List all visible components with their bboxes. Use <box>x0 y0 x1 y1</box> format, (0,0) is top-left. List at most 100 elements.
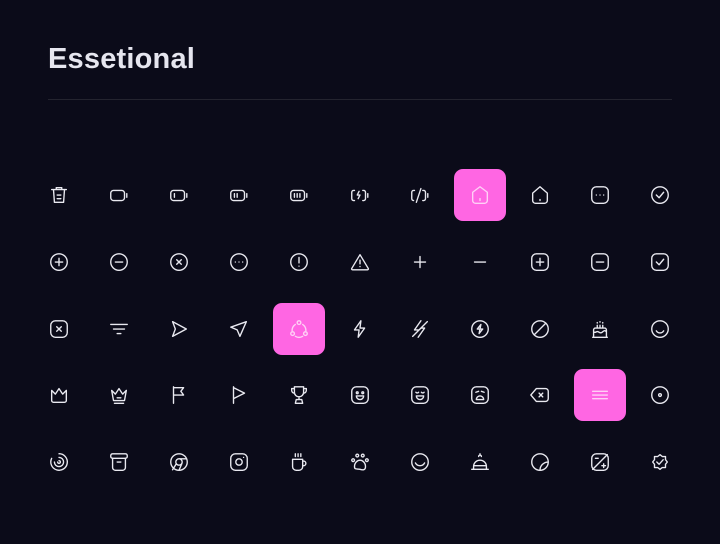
home-icon <box>471 186 489 204</box>
icon-tile-box <box>213 369 265 421</box>
coffee-icon <box>291 453 307 472</box>
icon-tile-box <box>33 369 85 421</box>
icon-tile-sticker[interactable] <box>510 429 570 495</box>
battery-half-icon <box>230 189 248 202</box>
icon-tile-tick-square[interactable] <box>630 229 690 295</box>
icon-tile-emoji-happy[interactable] <box>330 362 390 428</box>
icon-tile-box <box>574 236 626 288</box>
icon-tile-battery-low[interactable] <box>149 162 209 228</box>
trash-icon <box>50 186 68 204</box>
icon-tile-box <box>634 303 686 355</box>
icon-tile-box <box>634 236 686 288</box>
icon-tile-paw[interactable] <box>330 429 390 495</box>
icon-tile-emoji-sad[interactable] <box>450 362 510 428</box>
icon-tile-trash[interactable] <box>29 162 89 228</box>
icon-tile-crown-alt[interactable] <box>89 362 149 428</box>
icon-tile-box <box>93 303 145 355</box>
icon-tile-flash[interactable] <box>330 296 390 362</box>
minus-square-icon <box>591 252 609 271</box>
icon-tile-danger[interactable] <box>330 229 390 295</box>
icon-tile-record[interactable] <box>630 362 690 428</box>
cup-icon <box>290 386 308 405</box>
icon-tile-home-alt[interactable] <box>510 162 570 228</box>
icon-tile-cake[interactable] <box>570 296 630 362</box>
icon-tile-backspace[interactable] <box>510 362 570 428</box>
icon-tile-box <box>33 236 85 288</box>
icon-tile-flag-alt[interactable] <box>209 362 269 428</box>
icon-tile-info-circle[interactable] <box>269 229 329 295</box>
icon-tile-coffee[interactable] <box>269 429 329 495</box>
icon-tile-send[interactable] <box>149 296 209 362</box>
icon-tile-sort[interactable] <box>89 296 149 362</box>
add-icon <box>413 255 427 268</box>
icon-tile-instagram[interactable] <box>209 429 269 495</box>
battery-full-icon <box>290 189 308 202</box>
icon-tile-verify[interactable] <box>630 429 690 495</box>
icon-tile-box <box>394 169 446 221</box>
icon-tile-flash-circle[interactable] <box>450 296 510 362</box>
icon-tile-box <box>454 369 506 421</box>
icon-tile-box <box>334 303 386 355</box>
archive-icon <box>110 453 128 472</box>
icon-tile-more-circle[interactable] <box>209 229 269 295</box>
selected-highlight <box>273 302 325 355</box>
icon-tile-more-square[interactable] <box>570 162 630 228</box>
flag-icon <box>172 386 185 405</box>
icon-tile-box <box>574 436 626 488</box>
cake-icon <box>591 320 609 338</box>
icon-tile-box <box>213 236 265 288</box>
icon-tile-box <box>153 236 205 288</box>
share-icon <box>290 319 308 338</box>
close-circle-icon <box>170 252 188 271</box>
icon-tile-add-square[interactable] <box>510 229 570 295</box>
icon-tile-box <box>153 169 205 221</box>
icon-tile-crown[interactable] <box>29 362 89 428</box>
emoji-sad-icon <box>471 386 489 405</box>
icon-tile-close-circle[interactable] <box>149 229 209 295</box>
icon-tile-battery-disabled[interactable] <box>390 162 450 228</box>
selected-highlight <box>454 169 506 221</box>
icon-tile-flash-slash[interactable] <box>390 296 450 362</box>
icon-tile-emoji-normal[interactable] <box>630 296 690 362</box>
icon-tile-battery-charging[interactable] <box>330 162 390 228</box>
icon-tile-box <box>454 236 506 288</box>
verify-icon <box>651 454 669 471</box>
icon-tile-battery-full[interactable] <box>269 162 329 228</box>
icon-tile-close-square[interactable] <box>29 296 89 362</box>
icon-tile-minus[interactable] <box>450 229 510 295</box>
icon-tile-box <box>213 436 265 488</box>
icon-tile-archive[interactable] <box>89 429 149 495</box>
icon-tile-box <box>514 236 566 288</box>
icon-tile-tick-circle[interactable] <box>630 162 690 228</box>
icon-tile-chrome[interactable] <box>149 429 209 495</box>
icon-tile-reserve[interactable] <box>450 429 510 495</box>
icon-tile-box <box>33 436 85 488</box>
icon-tile-exposure[interactable] <box>570 429 630 495</box>
icon-tile-add-circle[interactable] <box>29 229 89 295</box>
icon-tile-battery-half[interactable] <box>209 162 269 228</box>
icon-tile-box <box>153 303 205 355</box>
icon-tile-send-alt[interactable] <box>209 296 269 362</box>
icon-tile-battery-empty[interactable] <box>89 162 149 228</box>
icon-tile-share[interactable] <box>269 296 329 362</box>
icon-tile-smile[interactable] <box>390 429 450 495</box>
icon-tile-minus-square[interactable] <box>570 229 630 295</box>
icon-tile-box <box>574 169 626 221</box>
icon-tile-cup[interactable] <box>269 362 329 428</box>
icon-tile-box <box>454 303 506 355</box>
icon-tile-emoji-laugh[interactable] <box>390 362 450 428</box>
divider <box>48 99 672 100</box>
exposure-icon <box>591 453 609 472</box>
info-circle-icon <box>290 252 308 271</box>
icon-tile-box <box>153 369 205 421</box>
icon-tile-box <box>273 436 325 488</box>
tick-circle-icon <box>651 186 669 204</box>
icon-tile-flag[interactable] <box>149 362 209 428</box>
icon-tile-menu[interactable] <box>570 362 630 428</box>
icon-tile-add[interactable] <box>390 229 450 295</box>
icon-tile-minus-circle[interactable] <box>89 229 149 295</box>
icon-tile-box <box>93 436 145 488</box>
icon-tile-home[interactable] <box>450 162 510 228</box>
icon-tile-forbidden[interactable] <box>510 296 570 362</box>
icon-tile-loader[interactable] <box>29 429 89 495</box>
